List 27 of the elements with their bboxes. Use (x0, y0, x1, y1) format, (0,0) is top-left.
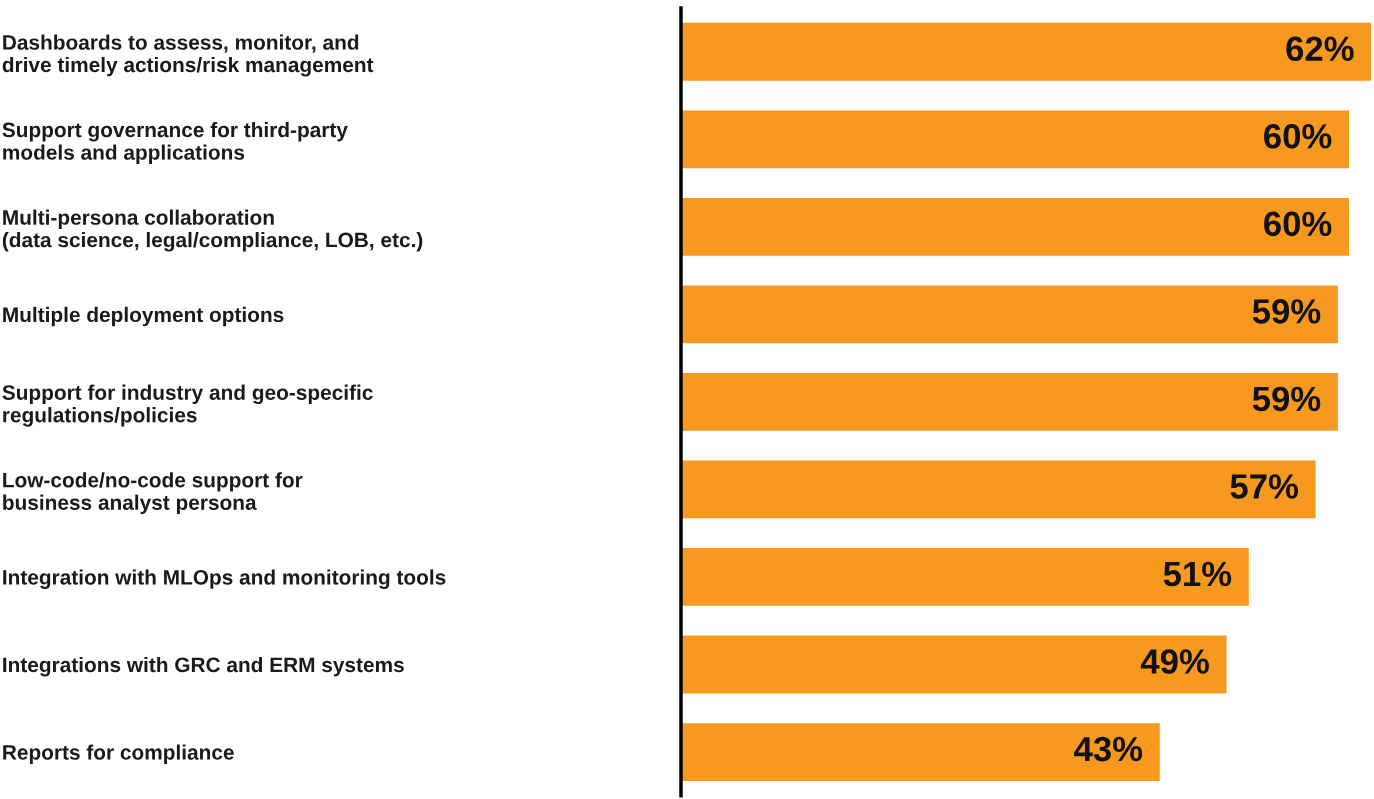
bar (681, 22, 1372, 81)
data-label: 60% (1264, 211, 1332, 237)
data-label: 43% (1074, 736, 1143, 762)
data-label: 59% (1252, 299, 1321, 324)
y-tick-label: Multi-persona collaboration (data science, legal/compliance, LOB, etc.) (2, 209, 423, 252)
data-label: 60% (1264, 124, 1332, 149)
y-tick-label: Reports for compliance (3, 744, 234, 764)
y-tick-label: Multiple deployment options (3, 306, 284, 327)
y-tick-label: Dashboards to assess, monitor, and drive timely actions/risk management (2, 34, 374, 77)
bar (681, 460, 1316, 519)
bar (681, 635, 1227, 694)
data-label: 49% (1140, 649, 1209, 674)
bar (681, 373, 1338, 431)
y-tick-label: Support governance for third-party models and applications (2, 121, 348, 164)
y-tick-label: Integration with MLOps and monitoring tools (3, 569, 446, 589)
y-tick-label: Support for industry and geo-specific regulations/policies (2, 384, 373, 427)
bar (681, 110, 1349, 169)
data-label: 57% (1230, 474, 1299, 499)
bar (681, 197, 1349, 256)
data-label: 51% (1163, 561, 1232, 587)
y-tick-label: Integrations with GRC and ERM systems (3, 656, 404, 677)
data-label: 59% (1252, 386, 1321, 412)
bar (681, 548, 1249, 606)
y-tick-label: Low-code/no-code support for business analyst persona (3, 472, 303, 515)
data-label: 62% (1286, 36, 1354, 62)
bar (681, 285, 1338, 344)
bar (681, 723, 1160, 781)
